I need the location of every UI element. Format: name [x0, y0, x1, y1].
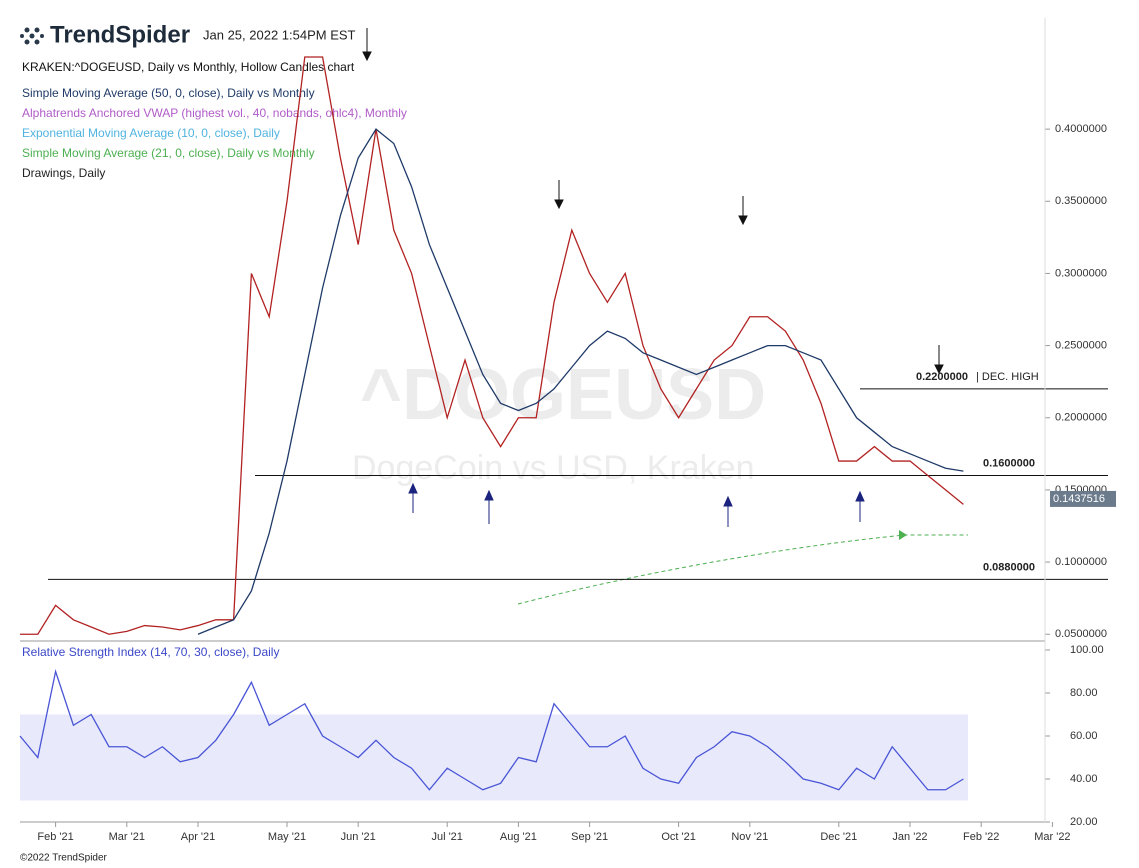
- logo-icon: [20, 27, 44, 45]
- y-tick-label: 0.0500000: [1055, 628, 1107, 640]
- x-tick-label: Feb '22: [963, 831, 999, 843]
- timestamp: Jan 25, 2022 1:54PM EST: [203, 27, 356, 42]
- x-tick-label: Sep '21: [571, 831, 608, 843]
- y-tick-label: 80.00: [1070, 687, 1098, 699]
- indicator-legend: Simple Moving Average (50, 0, close), Da…: [22, 86, 315, 100]
- x-tick-label: Nov '21: [731, 831, 768, 843]
- rsi-band: [20, 714, 968, 801]
- plot: [19, 668, 964, 791]
- watermark-description: DogeCoin vs USD, Kraken: [352, 449, 755, 487]
- x-tick-label: Mar '21: [109, 831, 145, 843]
- series-line: [197, 128, 964, 635]
- y-tick-label: 60.00: [1070, 730, 1098, 742]
- x-tick-label: Jun '21: [341, 831, 376, 843]
- y-tick-label: 0.3500000: [1055, 195, 1107, 207]
- footer: ©2022 TrendSpider: [20, 853, 108, 864]
- y-tick-label: 0.2000000: [1055, 412, 1107, 424]
- indicator-legend: Alphatrends Anchored VWAP (highest vol.,…: [22, 106, 407, 120]
- series-line: [19, 668, 964, 791]
- last-price-label: 0.1437516: [1053, 493, 1105, 505]
- indicator-legend: Drawings, Daily: [22, 166, 105, 180]
- projection-arrow: [899, 530, 907, 540]
- y-tick-label: 0.1000000: [1055, 556, 1107, 568]
- level-label: 0.2200000: [916, 371, 968, 383]
- x-tick-label: Apr '21: [181, 831, 216, 843]
- y-tick-label: 40.00: [1070, 773, 1098, 785]
- x-tick-label: Oct '21: [661, 831, 696, 843]
- level-label: 0.1600000: [983, 457, 1035, 469]
- x-tick-label: Dec '21: [820, 831, 857, 843]
- y-tick-label: 0.3000000: [1055, 267, 1107, 279]
- level-annotation: | DEC. HIGH: [976, 371, 1039, 383]
- plot: [20, 56, 964, 635]
- last-price-box: [1050, 490, 1116, 507]
- x-tick-label: Mar '22: [1034, 831, 1070, 843]
- projection-line: [517, 534, 968, 605]
- x-tick-label: Aug '21: [500, 831, 537, 843]
- indicator-legend: Simple Moving Average (21, 0, close), Da…: [22, 146, 315, 160]
- y-tick-label: 0.4000000: [1055, 123, 1107, 135]
- subtitle: KRAKEN:^DOGEUSD, Daily vs Monthly, Hollo…: [22, 60, 355, 74]
- x-tick-label: Jan '22: [892, 831, 927, 843]
- x-tick-label: Feb '21: [37, 831, 73, 843]
- arrows: [362, 28, 944, 375]
- series-line: [20, 56, 964, 635]
- y-tick-label: 0.2500000: [1055, 340, 1107, 352]
- indicator-legend: Exponential Moving Average (10, 0, close…: [22, 126, 280, 140]
- up-arrows: [408, 482, 865, 527]
- y-tick-label: 20.00: [1070, 816, 1098, 828]
- watermark-symbol: ^DOGEUSD: [360, 355, 766, 435]
- x-tick-label: Jul '21: [431, 831, 462, 843]
- logo: TrendSpider: [50, 21, 190, 48]
- y-tick-label: 100.00: [1070, 644, 1104, 656]
- level-label: 0.0880000: [983, 561, 1035, 573]
- pane-title: Relative Strength Index (14, 70, 30, clo…: [22, 645, 279, 659]
- x-tick-label: May '21: [268, 831, 306, 843]
